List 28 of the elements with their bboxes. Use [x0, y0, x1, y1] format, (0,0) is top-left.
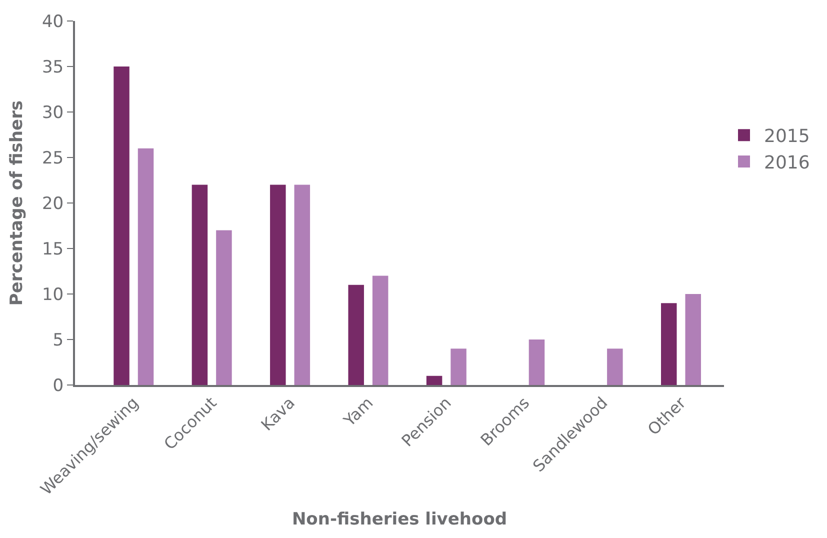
bar [270, 184, 286, 385]
x-tick-label: Yam [339, 393, 377, 431]
bar [685, 294, 701, 385]
y-tick-label: 10 [42, 284, 64, 305]
bar [426, 376, 442, 385]
y-tick-label: 5 [52, 330, 64, 350]
bar [528, 340, 545, 385]
y-tick-label: 20 [42, 194, 64, 214]
y-tick-label: 30 [42, 102, 64, 123]
y-tick-label: 15 [42, 239, 64, 260]
bar [348, 284, 364, 385]
legend-label: 2016 [764, 152, 810, 174]
bar [294, 184, 310, 385]
bar [192, 184, 208, 385]
bar [114, 66, 130, 385]
y-tick-label: 25 [42, 148, 64, 168]
bar [450, 348, 466, 385]
bar [138, 148, 154, 385]
y-axis-title: Percentage of fishers [7, 100, 28, 306]
bar [372, 276, 388, 385]
y-tick-label: 0 [52, 376, 64, 396]
y-tick-label: 40 [42, 12, 64, 32]
bar [607, 348, 623, 385]
x-axis-title: Non-fisheries livehood [292, 510, 508, 530]
y-tick-label: 35 [42, 57, 64, 78]
bar [216, 230, 232, 385]
bar [661, 303, 677, 385]
legend-label: 2015 [764, 126, 810, 148]
